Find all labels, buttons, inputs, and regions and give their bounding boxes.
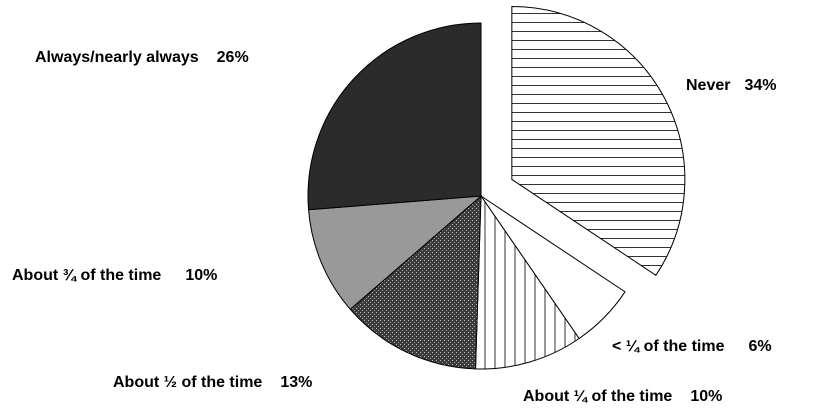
slice-label-never: Never 34% <box>686 77 777 94</box>
pie-slices <box>307 5 686 370</box>
pie-slice-about-of-the-time <box>474 194 580 370</box>
pie-labels: Never 34% < ¼ of the time 6% About ¼ of th… <box>12 49 777 405</box>
pie-slice-never <box>511 5 686 276</box>
pie-slice-about-of-the-time <box>349 194 482 370</box>
slice-label-less-than-quarter: < ¼ of the time 6% <box>612 338 772 355</box>
pie-slice-about-of-the-time <box>308 195 483 310</box>
pie-slice-always-nearly-always <box>307 22 482 211</box>
slice-label-about-half: About ½ of the time 13% <box>113 374 312 391</box>
slice-label-always: Always/nearly always 26% <box>35 49 249 66</box>
slice-label-about-three-quarters: About ¾ of the time 10% <box>12 267 217 284</box>
slice-label-about-quarter: About ¼ of the time 10% <box>523 388 722 405</box>
